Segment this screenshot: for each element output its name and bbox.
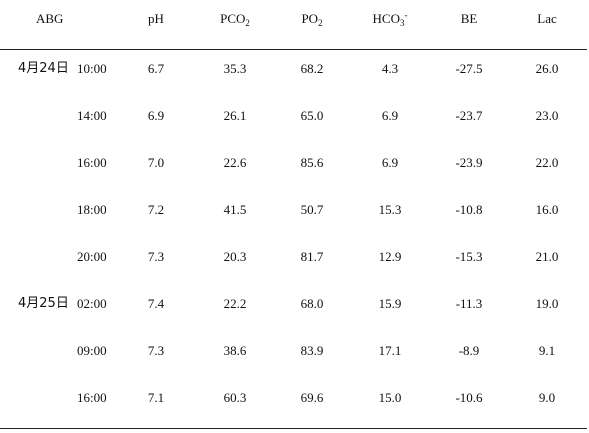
row-hco3: 6.9 (381, 108, 399, 123)
row-pco2: 26.1 (223, 108, 247, 123)
row-lac: 22.0 (535, 155, 559, 170)
row-hco3: 17.1 (378, 343, 402, 358)
row-po2: 83.9 (300, 343, 324, 358)
header-hco3-main: HCO (372, 11, 400, 26)
row-time: 18:00 (77, 202, 107, 217)
row-lac: 9.0 (538, 390, 556, 405)
row-be: -27.5 (455, 61, 483, 76)
row-pco2: 20.3 (223, 249, 247, 264)
header-hco3-sup: - (404, 10, 408, 20)
row-time: 10:00 (77, 61, 107, 76)
header-po2: PO2 (277, 11, 347, 28)
header-hco3-sub: 3 (399, 18, 405, 28)
row-date: 4月25日 (18, 296, 69, 311)
header-abg: ABG (36, 11, 64, 26)
row-ph: 6.7 (147, 61, 165, 76)
row-ph: 6.9 (147, 108, 165, 123)
row-be: -23.7 (455, 108, 483, 123)
header-ph: pH (148, 11, 164, 26)
row-time: 02:00 (77, 296, 107, 311)
header-rule (0, 49, 587, 50)
row-lac: 9.1 (538, 343, 556, 358)
row-lac: 16.0 (535, 202, 559, 217)
row-date: 4月24日 (18, 61, 69, 76)
row-hco3: 15.9 (378, 296, 402, 311)
row-po2: 68.0 (300, 296, 324, 311)
header-be: BE (460, 11, 478, 26)
row-lac: 19.0 (535, 296, 559, 311)
row-hco3: 15.3 (378, 202, 402, 217)
row-po2: 50.7 (300, 202, 324, 217)
header-po2-sub: 2 (318, 18, 323, 28)
row-lac: 21.0 (535, 249, 559, 264)
row-po2: 85.6 (300, 155, 324, 170)
table-row: 20:00 7.3 20.3 81.7 12.9 -15.3 21.0 (0, 249, 589, 265)
row-hco3: 6.9 (381, 155, 399, 170)
row-ph: 7.3 (147, 249, 165, 264)
row-po2: 69.6 (300, 390, 324, 405)
row-po2: 81.7 (300, 249, 324, 264)
row-hco3: 4.3 (381, 61, 399, 76)
row-ph: 7.3 (147, 343, 165, 358)
header-lac: Lac (537, 11, 557, 26)
header-pco2-sub: 2 (245, 18, 250, 28)
table-row: 14:00 6.9 26.1 65.0 6.9 -23.7 23.0 (0, 108, 589, 124)
table-row: 18:00 7.2 41.5 50.7 15.3 -10.8 16.0 (0, 202, 589, 218)
row-po2: 68.2 (300, 61, 324, 76)
row-lac: 23.0 (535, 108, 559, 123)
row-be: -8.9 (458, 343, 480, 358)
bottom-rule (0, 428, 587, 429)
row-time: 20:00 (77, 249, 107, 264)
header-pco2: PCO2 (200, 11, 270, 28)
row-be: -15.3 (455, 249, 483, 264)
row-ph: 7.0 (147, 155, 165, 170)
row-lac: 26.0 (535, 61, 559, 76)
row-pco2: 38.6 (223, 343, 247, 358)
row-ph: 7.1 (147, 390, 165, 405)
header-hco3: HCO3- (355, 10, 425, 28)
table-row: 09:00 7.3 38.6 83.9 17.1 -8.9 9.1 (0, 343, 589, 359)
row-pco2: 60.3 (223, 390, 247, 405)
table-row: 4月25日 02:00 7.4 22.2 68.0 15.9 -11.3 19.… (0, 296, 589, 312)
row-time: 16:00 (77, 390, 107, 405)
table-row: 4月24日 10:00 6.7 35.3 68.2 4.3 -27.5 26.0 (0, 61, 589, 77)
row-be: -10.8 (455, 202, 483, 217)
row-time: 09:00 (77, 343, 107, 358)
row-pco2: 22.2 (223, 296, 247, 311)
row-hco3: 15.0 (378, 390, 402, 405)
row-ph: 7.4 (147, 296, 165, 311)
header-po2-main: PO (301, 11, 319, 26)
row-be: -11.3 (455, 296, 483, 311)
table-row: 16:00 7.1 60.3 69.6 15.0 -10.6 9.0 (0, 390, 589, 406)
row-time: 16:00 (77, 155, 107, 170)
row-pco2: 22.6 (223, 155, 247, 170)
row-pco2: 41.5 (223, 202, 247, 217)
row-hco3: 12.9 (378, 249, 402, 264)
row-time: 14:00 (77, 108, 107, 123)
row-po2: 65.0 (300, 108, 324, 123)
row-be: -23.9 (455, 155, 483, 170)
header-pco2-main: PCO (220, 11, 246, 26)
row-pco2: 35.3 (223, 61, 247, 76)
row-be: -10.6 (455, 390, 483, 405)
table-row: 16:00 7.0 22.6 85.6 6.9 -23.9 22.0 (0, 155, 589, 171)
row-ph: 7.2 (147, 202, 165, 217)
